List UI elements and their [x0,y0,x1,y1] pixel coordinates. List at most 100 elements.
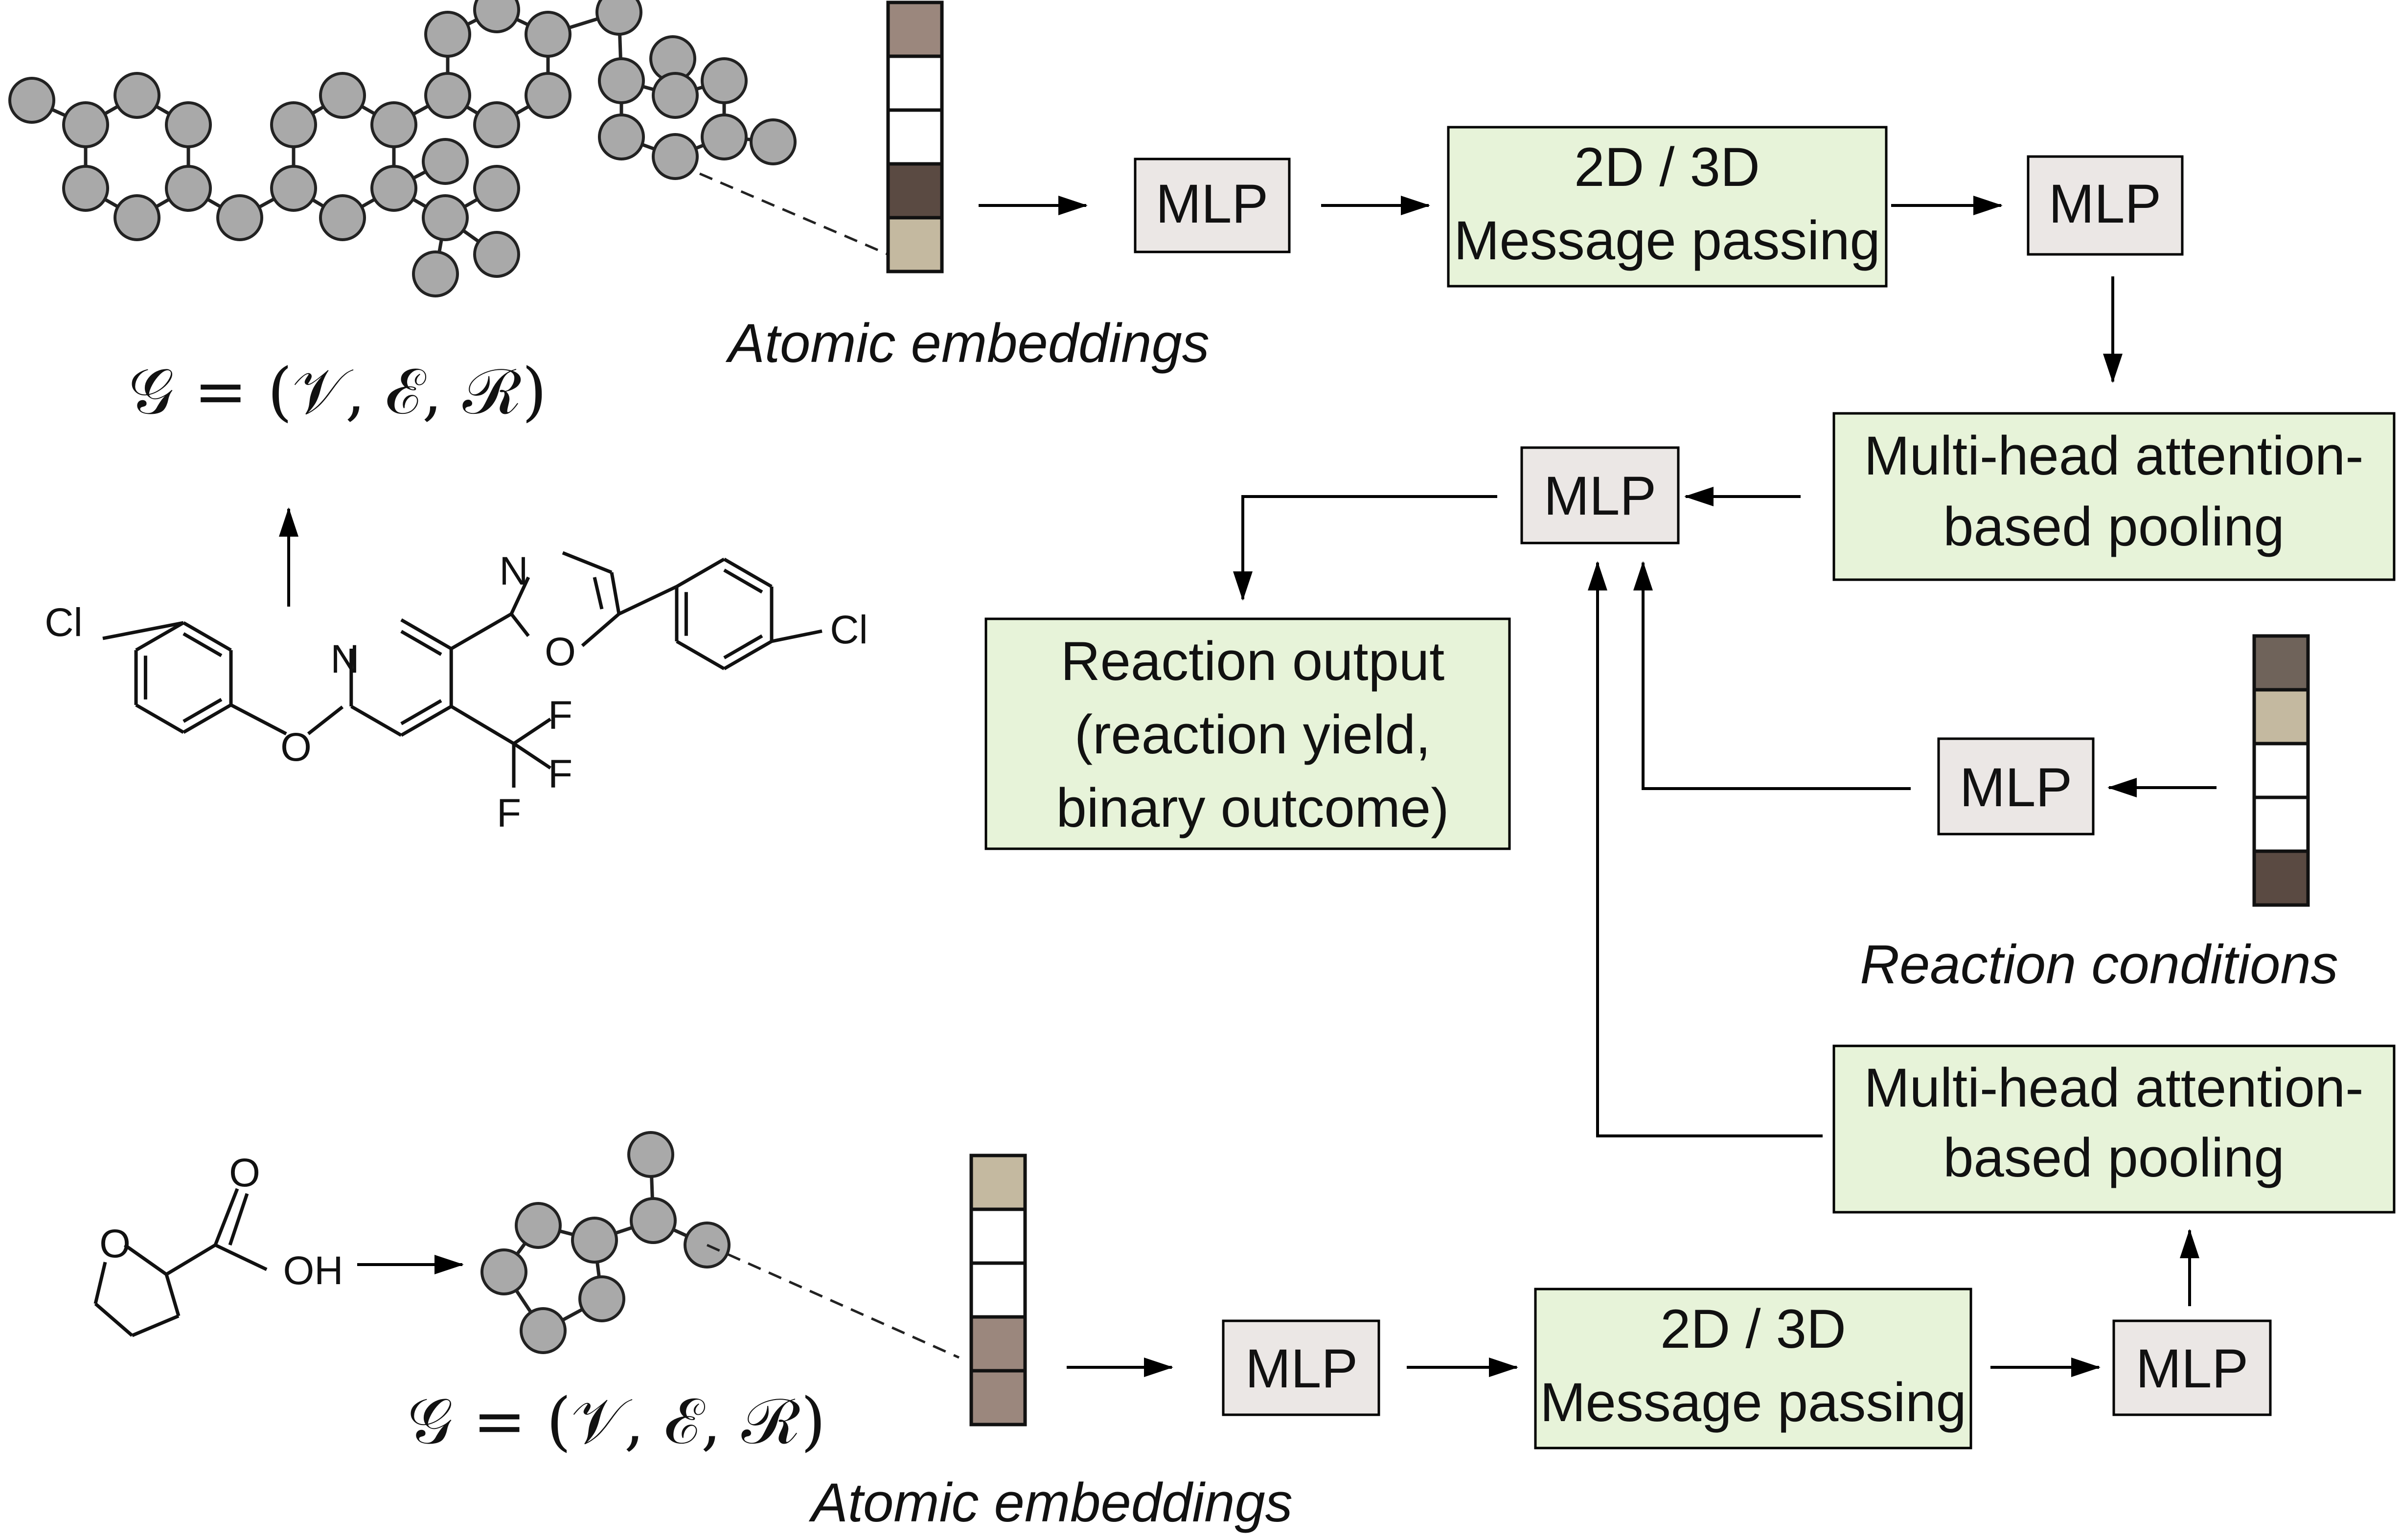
svg-text:MLP: MLP [1156,173,1268,234]
bottom-embedding-cell-4 [969,1315,1027,1373]
svg-text:MLP: MLP [1544,465,1656,526]
top-embedding-cell-1 [886,0,944,58]
svg-text:Multi-head attention-: Multi-head attention- [1864,1057,2363,1118]
top-embedding-cell-2 [886,54,944,112]
bottom-embedding-cell-3 [969,1261,1027,1319]
top-graph-node [473,0,520,33]
top-molecular-graph [8,0,797,297]
top-molecule-bond [513,742,551,770]
top-embedding-cell-5 [886,216,944,273]
top-graph-node [422,138,469,185]
top-molecule-bond [562,551,613,574]
top-graph-node [598,113,645,160]
conditions-embedding-cell-3 [2252,742,2310,799]
bottom-molecule-bond [213,1188,239,1246]
svg-text:2D / 3D: 2D / 3D [1574,136,1760,198]
top-molecule-bond [723,568,763,594]
top-graph-node [652,72,699,119]
top-graph-node [598,57,645,104]
atom-label-o-ether: O [280,725,312,770]
top-graph-node [473,101,520,148]
top-molecule-bond [400,699,442,725]
atom-label-cl-left: Cl [45,600,82,645]
center-mlp: MLP [1520,446,1680,544]
top-graph-node [701,57,748,104]
top-molecule-bond [183,703,232,734]
top-graph-node [114,72,160,119]
bottom-embedding-cell-5 [969,1369,1027,1427]
svg-text:Message passing: Message passing [1454,210,1880,271]
top-molecule-bond [510,612,530,637]
top-graph-node [370,101,417,148]
top-molecule-bond [509,576,530,615]
svg-text:Message passing: Message passing [1540,1372,1966,1433]
top-graph-node [165,101,212,148]
atom-label-f3: F [497,791,521,836]
conditions-embedding-cell-1 [2252,634,2310,692]
top-molecule-bond [102,621,184,640]
bottom-mlp-2: MLP [2112,1319,2272,1416]
top-molecule-bond [230,703,287,736]
atom-label-cl-right: Cl [830,608,868,652]
bottom-molecule-bond [131,1314,180,1337]
bottom-graph-node [627,1131,674,1178]
bottom-pooling-to-center-arrow [1588,561,1823,1137]
svg-text:2D / 3D: 2D / 3D [1660,1298,1846,1359]
top-mlp-2: MLP [2027,155,2184,256]
top-graph-node [473,165,520,212]
top-molecule-bond [183,698,223,723]
top-message-passing: 2D / 3D Message passing [1447,126,1888,288]
top-embeddings-label: Atomic embeddings [725,313,1210,374]
top-molecule-bond [618,585,678,616]
top-graph-node [701,113,748,160]
top-molecule-bond [450,704,515,746]
reaction-output-box: Reaction output (reaction yield, binary … [984,617,1511,850]
bottom-chemical-structure [93,1188,268,1337]
top-graph-node [370,165,417,212]
conditions-embedding-cell-5 [2252,849,2310,907]
bottom-molecule-bond [228,1193,249,1246]
top-molecule-bond [610,572,621,614]
conditions-mlp-to-center-arrow [1633,561,1911,790]
top-graph-node [422,194,469,241]
top-mlp-1: MLP [1134,158,1291,253]
top-molecule-bond [723,634,763,659]
bottom-graph-node [571,1217,618,1264]
bottom-molecule-bond [164,1274,181,1316]
top-graph-node [319,72,366,119]
bottom-embedding-cell-1 [969,1154,1027,1211]
bottom-molecule-bond [94,1302,134,1337]
top-graph-node [652,133,699,180]
svg-text:Reaction output: Reaction output [1061,631,1445,692]
svg-text:MLP: MLP [2136,1338,2248,1399]
top-graph-node [750,118,797,165]
svg-text:based pooling: based pooling [1943,1127,2284,1188]
top-molecule-bond [400,630,442,656]
bottom-molecule-bond [165,1243,216,1276]
atom-label-n-pyridine: N [330,637,359,681]
bottom-embedding-cell-2 [969,1207,1027,1265]
bottom-graph-node [515,1202,562,1249]
top-graph-node [319,194,366,241]
top-graph-node [424,72,471,119]
top-pooling: Multi-head attention- based pooling [1832,412,2396,581]
top-graph-node [412,250,459,297]
top-graph-node [62,165,109,212]
svg-text:MLP: MLP [1245,1338,1358,1399]
top-graph-node [473,231,520,278]
top-molecule-bond [400,618,452,651]
bottom-graph-embedding-link [706,1244,960,1359]
top-molecule-bond [723,557,773,589]
top-atomic-embedding-vector [886,0,944,273]
top-graph-node [270,101,317,148]
conditions-mlp: MLP [1937,737,2095,836]
bottom-graph-node [520,1307,567,1354]
reaction-conditions-vector [2252,634,2310,907]
bottom-graph-node [480,1248,527,1295]
atom-label-o-ring: O [99,1222,131,1266]
conditions-embedding-cell-2 [2252,688,2310,746]
top-embedding-cell-4 [886,162,944,220]
svg-text:MLP: MLP [2049,173,2161,234]
